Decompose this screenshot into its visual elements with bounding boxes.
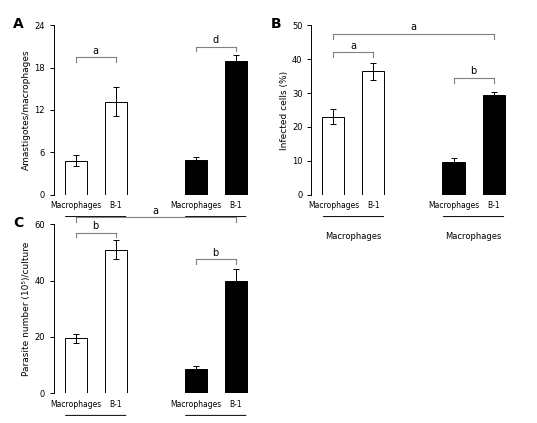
Text: Macrophages: Macrophages (428, 201, 479, 210)
Bar (362, 71, 384, 195)
Text: Macrophages: Macrophages (325, 232, 382, 241)
Bar (483, 95, 505, 195)
Text: a: a (410, 22, 417, 33)
Text: C: C (13, 216, 23, 230)
Y-axis label: Infected cells (%): Infected cells (%) (280, 70, 289, 150)
Text: Macrophages: Macrophages (170, 201, 221, 210)
Bar (105, 250, 127, 393)
Text: B-1: B-1 (229, 400, 242, 409)
Text: Macrophages: Macrophages (445, 232, 502, 241)
Text: B-1: B-1 (229, 201, 242, 210)
Bar (442, 162, 465, 195)
Y-axis label: Amastigotes/macrophages: Amastigotes/macrophages (22, 49, 31, 170)
Y-axis label: Parasite number (10⁵)/culture: Parasite number (10⁵)/culture (22, 242, 31, 376)
Text: b: b (92, 221, 99, 231)
Bar (225, 60, 247, 195)
Bar (185, 160, 207, 195)
Text: B-1: B-1 (110, 400, 122, 409)
Text: A: A (13, 17, 24, 31)
Text: B-1: B-1 (487, 201, 500, 210)
Text: Macrophages: Macrophages (50, 201, 101, 210)
Text: a: a (351, 41, 357, 51)
Bar (105, 102, 127, 195)
Text: Macrophages: Macrophages (170, 400, 221, 409)
Text: B: B (271, 17, 281, 31)
Text: Macrophages: Macrophages (187, 232, 244, 241)
Text: Macrophages: Macrophages (308, 201, 359, 210)
Text: b: b (213, 248, 219, 258)
Bar (64, 161, 86, 195)
Text: Macrophages: Macrophages (68, 232, 124, 241)
Bar (64, 338, 86, 393)
Bar (322, 117, 344, 195)
Bar (225, 280, 247, 393)
Bar (185, 369, 207, 393)
Text: a: a (153, 206, 159, 216)
Text: b: b (470, 66, 477, 77)
Text: d: d (213, 35, 219, 45)
Text: a: a (93, 46, 99, 56)
Text: Macrophages: Macrophages (50, 400, 101, 409)
Text: B-1: B-1 (367, 201, 380, 210)
Text: B-1: B-1 (110, 201, 122, 210)
